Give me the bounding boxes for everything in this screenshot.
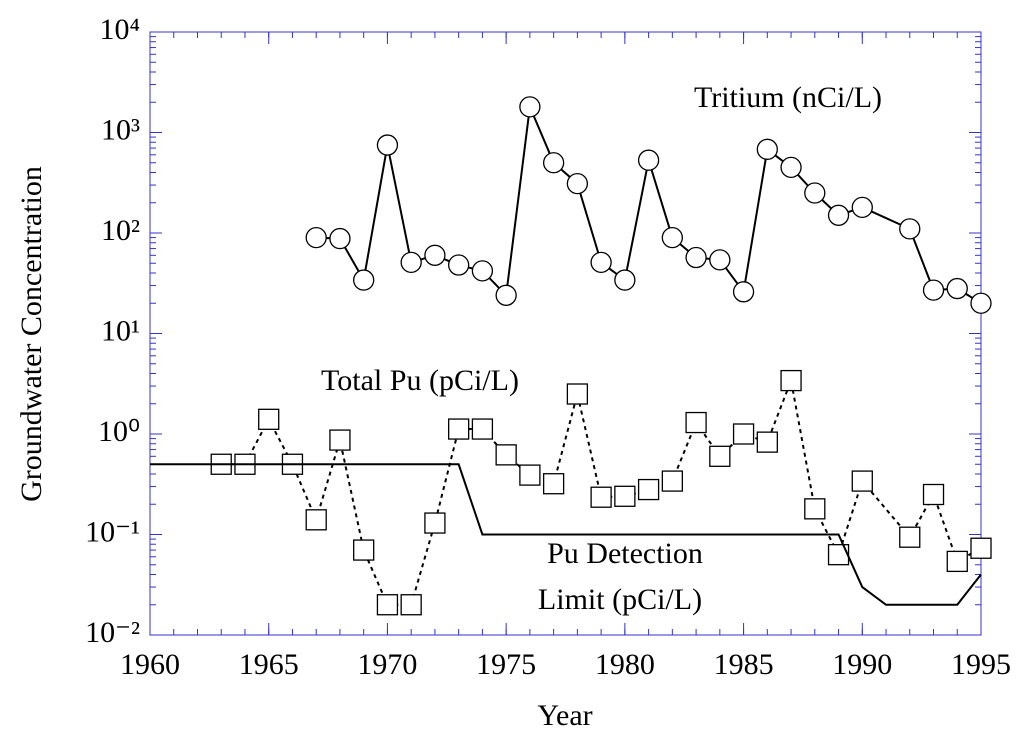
annotation: Limit (pCi/L) — [538, 583, 702, 616]
x-tick-label: 1990 — [832, 648, 892, 681]
point — [637, 478, 660, 501]
point — [685, 411, 707, 434]
point — [424, 244, 446, 266]
point — [661, 470, 683, 492]
x-tick-label: 1965 — [239, 648, 299, 681]
point — [495, 444, 517, 466]
point — [685, 246, 707, 269]
point — [471, 418, 494, 440]
point — [851, 196, 873, 218]
point — [614, 485, 636, 507]
point — [353, 269, 375, 291]
point — [756, 138, 778, 160]
series-label: Tritium (nCi/L) — [694, 81, 882, 114]
y-tick-label: 10⁻¹ — [85, 515, 140, 548]
point — [732, 281, 755, 303]
series-line — [221, 376, 982, 606]
point — [970, 292, 992, 314]
y-tick-label: 10⁻² — [85, 616, 140, 649]
point — [756, 431, 778, 453]
point — [376, 594, 399, 616]
point — [495, 284, 517, 306]
point — [329, 429, 351, 451]
x-tick-label: 1970 — [357, 648, 417, 681]
point — [946, 550, 968, 573]
point — [448, 418, 470, 440]
point — [258, 408, 280, 430]
x-tick-label: 1995 — [951, 648, 1011, 681]
point — [471, 260, 494, 282]
x-axis-label: Year — [537, 699, 592, 732]
point — [424, 512, 446, 534]
point — [566, 172, 589, 195]
point — [590, 251, 612, 274]
y-tick-label: 10¹ — [101, 314, 140, 347]
point — [448, 254, 470, 276]
point — [400, 251, 422, 274]
point — [851, 470, 873, 492]
point — [946, 277, 968, 300]
point — [661, 226, 683, 249]
point — [519, 96, 541, 118]
point — [376, 134, 399, 156]
point — [804, 498, 826, 520]
series-label: Total Pu (pCi/L) — [321, 364, 519, 397]
y-tick-label: 10⁴ — [100, 13, 140, 46]
point — [827, 204, 850, 226]
point — [970, 537, 992, 559]
point — [899, 218, 921, 240]
y-tick-label: 10³ — [101, 113, 140, 146]
point — [542, 152, 565, 174]
point — [899, 526, 921, 548]
point — [590, 486, 612, 508]
point — [709, 445, 731, 467]
point — [922, 483, 945, 506]
point — [400, 594, 422, 616]
point — [804, 182, 826, 204]
series-line — [316, 103, 982, 305]
point — [305, 509, 327, 531]
y-axis-label: Groundwater Concentration — [15, 166, 48, 502]
point — [709, 249, 731, 271]
x-tick-label: 1980 — [595, 648, 655, 681]
point — [305, 226, 327, 249]
x-tick-label: 1985 — [714, 648, 774, 681]
point — [780, 156, 802, 179]
point — [542, 473, 565, 495]
point — [922, 279, 945, 301]
point — [519, 464, 541, 486]
annotation: Pu Detection — [547, 537, 703, 570]
point — [780, 369, 802, 392]
point — [732, 423, 755, 445]
y-tick-label: 10⁰ — [98, 415, 140, 448]
point — [566, 383, 589, 405]
series-line — [150, 463, 982, 606]
point — [353, 539, 375, 561]
x-tick-label: 1975 — [476, 648, 536, 681]
y-tick-label: 10² — [101, 214, 140, 247]
point — [329, 227, 351, 250]
x-tick-label: 1960 — [120, 648, 180, 681]
point — [614, 269, 636, 291]
point — [637, 149, 660, 171]
